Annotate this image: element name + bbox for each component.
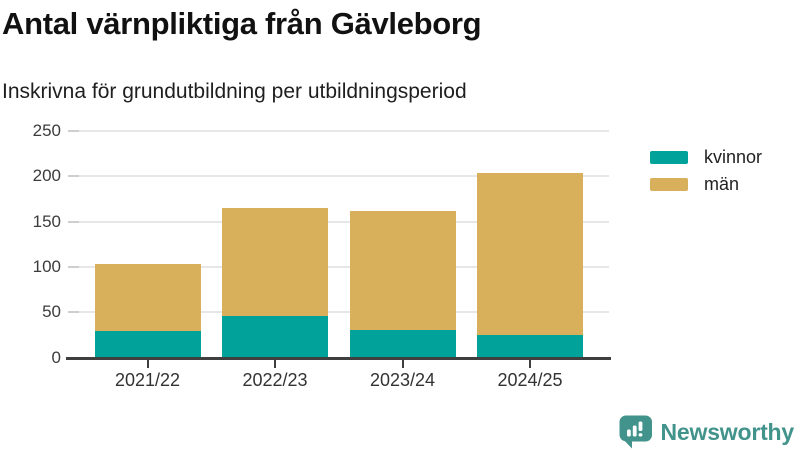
bar-segment-män-2024/25: [477, 173, 583, 335]
bar-chart-speech-bubble-icon: [619, 415, 652, 449]
legend-swatch-kvinnor: [650, 150, 688, 164]
gridline-200: [68, 175, 609, 178]
gridline-150: [68, 220, 609, 223]
y-axis-tick-50: [68, 311, 79, 314]
bar-segment-män-2023/24: [349, 210, 456, 330]
legend-item-man: män: [650, 175, 800, 193]
x-axis-tick-2022/23: [274, 360, 276, 369]
y-axis-label-50: 50: [42, 302, 61, 322]
y-axis-tick-250: [68, 129, 79, 132]
x-axis-tick-2021/22: [146, 360, 149, 369]
bar-segment-kvinnor-2021/22: [94, 331, 201, 358]
x-axis-label-2021/22: 2021/22: [114, 369, 181, 390]
x-axis-label-2023/24: 2023/24: [369, 369, 436, 390]
legend-swatch-man: [650, 177, 688, 191]
chart-title: Antal värnpliktiga från Gävleborg: [2, 6, 482, 41]
y-axis-label-200: 200: [32, 166, 61, 186]
bar-segment-kvinnor-2024/25: [477, 335, 583, 358]
y-axis-tick-150: [68, 220, 79, 223]
y-axis-tick-200: [68, 175, 79, 178]
chart-subtitle: Inskrivna för grundutbildning per utbild…: [2, 80, 467, 103]
y-axis-label-0: 0: [51, 347, 61, 367]
x-axis-label-2022/23: 2022/23: [242, 369, 308, 390]
gridline-100: [68, 265, 609, 268]
legend: kvinnor män: [650, 148, 800, 202]
legend-label-kvinnor: kvinnor: [704, 147, 763, 167]
gridline-50: [68, 311, 609, 314]
y-axis-label-100: 100: [32, 256, 61, 276]
bar-segment-män-2022/23: [222, 207, 328, 316]
newsworthy-brand-text: Newsworthy: [660, 418, 795, 445]
y-axis-tick-100: [68, 265, 79, 268]
bar-segment-kvinnor-2023/24: [349, 329, 456, 358]
plot-area: 0 50 100 150 200 250 2021/22 2022/23 2023/24 2024…: [0, 110, 800, 410]
bar-segment-män-2021/22: [94, 264, 201, 332]
y-axis-label-150: 150: [32, 211, 61, 231]
x-axis-label-2024/25: 2024/25: [497, 369, 563, 390]
x-axis-tick-2024/25: [529, 360, 531, 369]
gridline-250: [68, 129, 609, 132]
y-axis-label-250: 250: [32, 120, 61, 140]
legend-item-kvinnor: kvinnor: [650, 148, 800, 166]
bar-segment-kvinnor-2022/23: [222, 315, 328, 358]
x-axis-tick-2023/24: [401, 360, 404, 369]
x-axis-line: [66, 357, 611, 361]
newsworthy-logo: Newsworthy: [619, 414, 794, 450]
legend-label-man: män: [704, 174, 740, 194]
